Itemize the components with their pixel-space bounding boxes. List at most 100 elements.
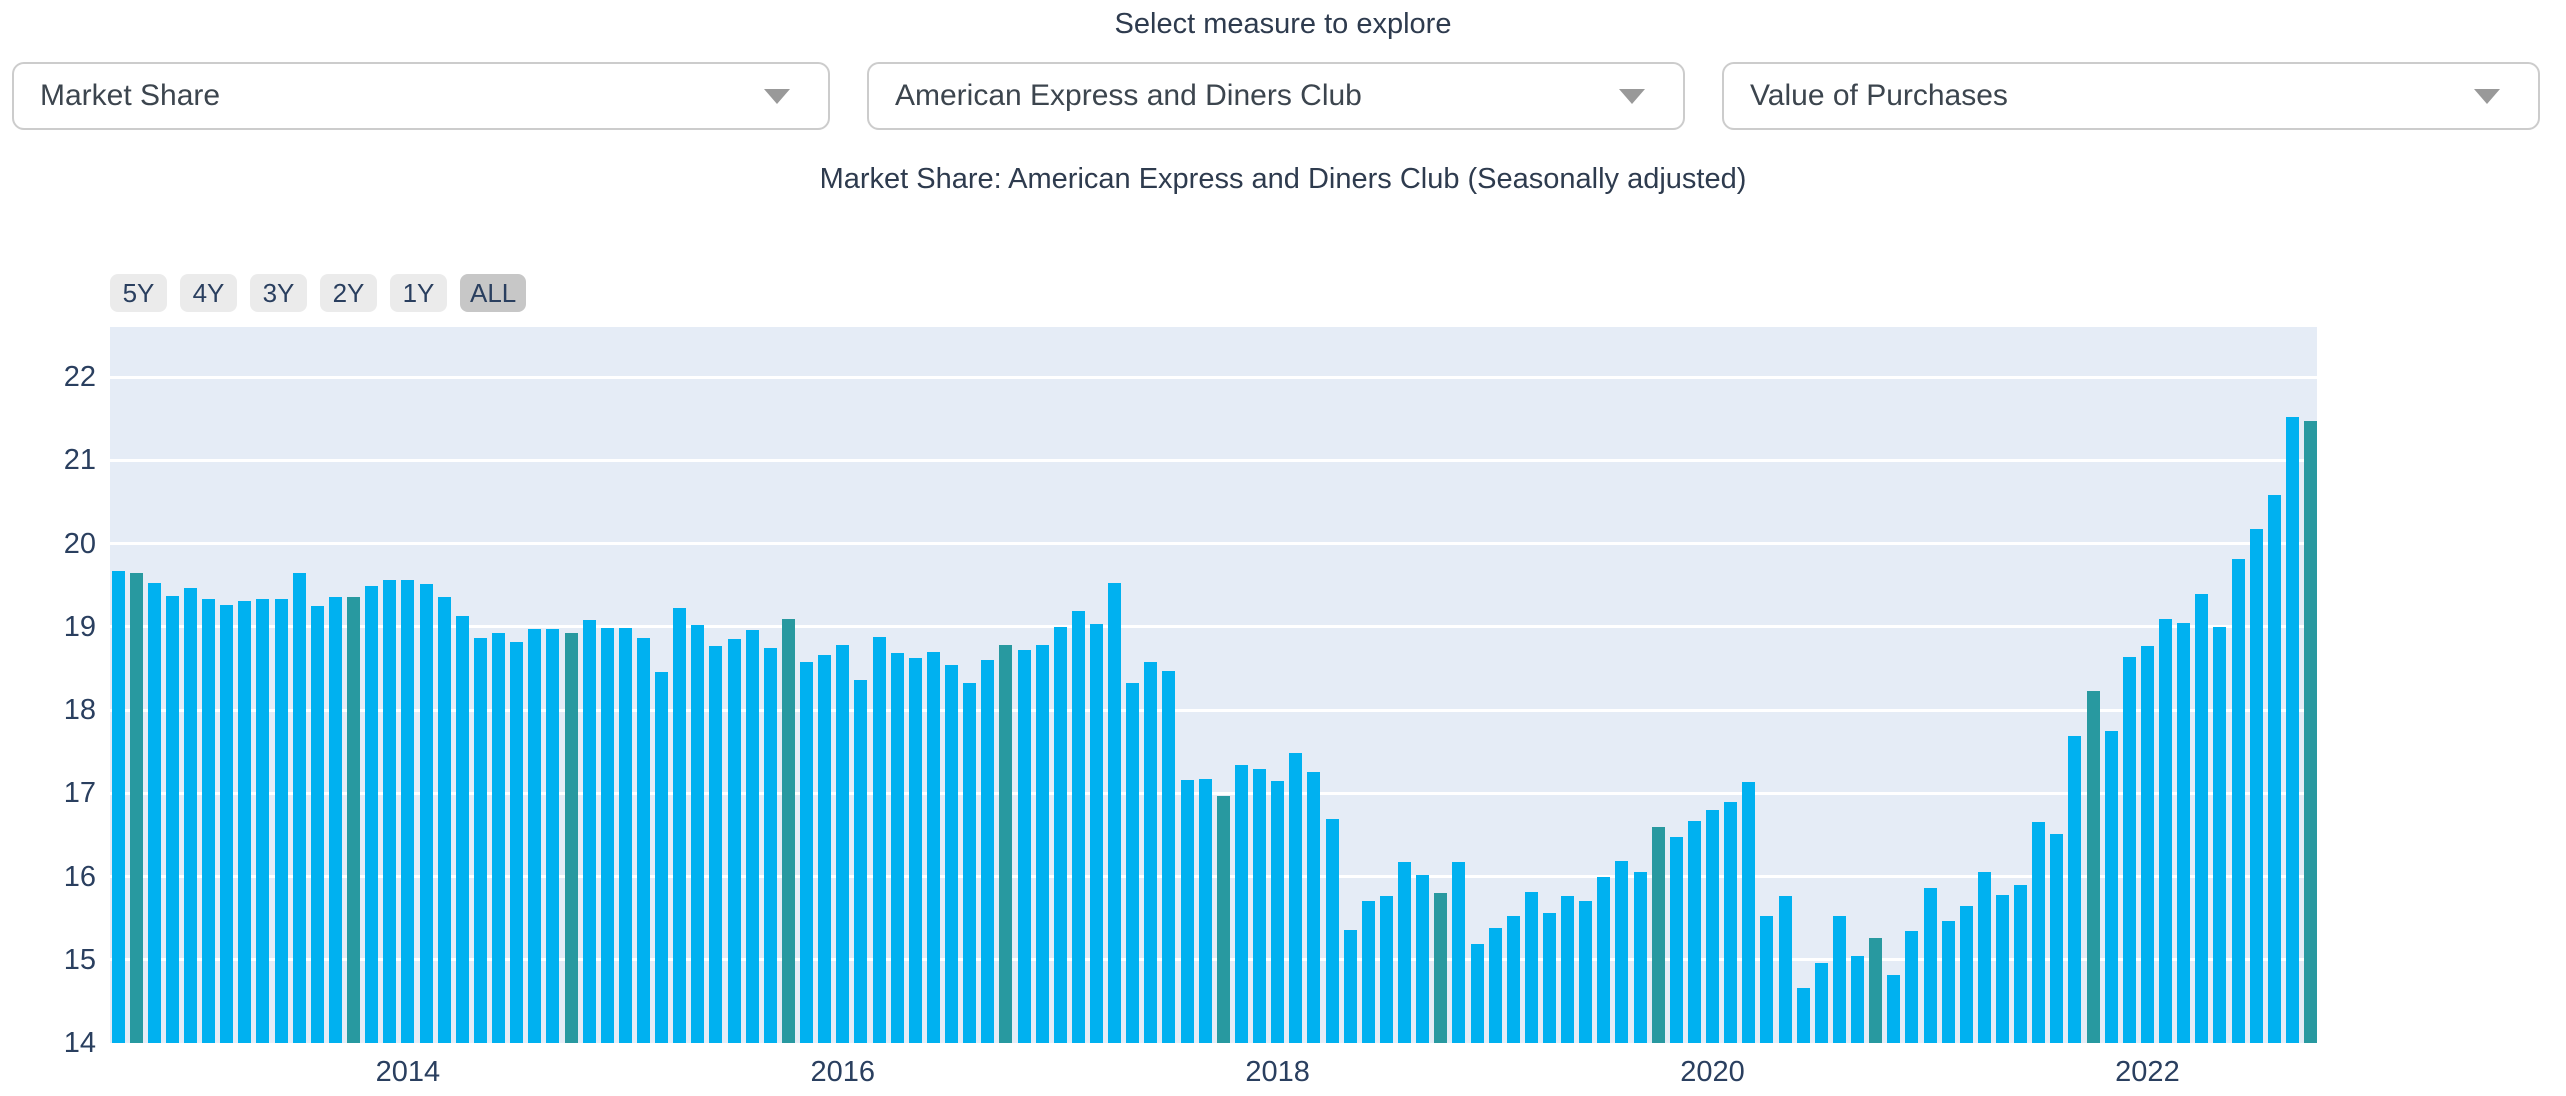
bar[interactable] xyxy=(1959,906,1973,1043)
bar[interactable] xyxy=(401,580,415,1043)
bar[interactable] xyxy=(473,638,487,1043)
bar[interactable] xyxy=(1524,892,1538,1043)
bar[interactable] xyxy=(1851,955,1865,1043)
bar[interactable] xyxy=(1379,895,1393,1043)
bar[interactable] xyxy=(1144,661,1158,1043)
bar[interactable] xyxy=(328,596,342,1043)
bar[interactable] xyxy=(618,628,632,1043)
bar[interactable] xyxy=(1234,764,1248,1043)
bar[interactable] xyxy=(1760,916,1774,1043)
bar[interactable] xyxy=(165,595,179,1043)
bar[interactable] xyxy=(1561,895,1575,1043)
bar[interactable] xyxy=(202,599,216,1043)
bar[interactable] xyxy=(455,615,469,1043)
bar[interactable] xyxy=(1506,915,1520,1043)
bar[interactable] xyxy=(292,573,306,1043)
bar[interactable] xyxy=(492,633,506,1043)
bar[interactable] xyxy=(1796,988,1810,1043)
bar[interactable] xyxy=(2195,594,2209,1043)
bar-highlighted[interactable] xyxy=(564,632,578,1043)
bar-highlighted[interactable] xyxy=(1651,827,1665,1043)
bar[interactable] xyxy=(2249,529,2263,1043)
bar[interactable] xyxy=(963,682,977,1043)
bar[interactable] xyxy=(2159,619,2173,1043)
bar[interactable] xyxy=(872,636,886,1043)
bar-highlighted[interactable] xyxy=(781,619,795,1043)
bar[interactable] xyxy=(600,627,614,1043)
bar[interactable] xyxy=(854,680,868,1043)
bar[interactable] xyxy=(1615,860,1629,1043)
bar[interactable] xyxy=(1597,877,1611,1043)
bar[interactable] xyxy=(1416,874,1430,1043)
bar[interactable] xyxy=(2050,834,2064,1043)
bar[interactable] xyxy=(908,658,922,1043)
bar[interactable] xyxy=(582,620,596,1043)
bar[interactable] xyxy=(709,645,723,1043)
bar[interactable] xyxy=(1253,769,1267,1043)
bar[interactable] xyxy=(238,600,252,1043)
bar[interactable] xyxy=(1035,645,1049,1043)
bar[interactable] xyxy=(1108,583,1122,1043)
bar[interactable] xyxy=(727,639,741,1043)
range-button-3y[interactable]: 3Y xyxy=(250,274,307,312)
bar[interactable] xyxy=(800,661,814,1043)
bar[interactable] xyxy=(1488,928,1502,1043)
bar[interactable] xyxy=(1162,670,1176,1043)
bar[interactable] xyxy=(437,596,451,1043)
range-button-1y[interactable]: 1Y xyxy=(390,274,447,312)
bar[interactable] xyxy=(147,583,161,1043)
bar[interactable] xyxy=(1832,916,1846,1043)
bar[interactable] xyxy=(655,671,669,1043)
bar[interactable] xyxy=(2032,822,2046,1043)
bar[interactable] xyxy=(1470,943,1484,1043)
bar[interactable] xyxy=(1724,801,1738,1043)
bar[interactable] xyxy=(1778,895,1792,1043)
bar[interactable] xyxy=(836,645,850,1043)
bar[interactable] xyxy=(1923,888,1937,1043)
bar-highlighted[interactable] xyxy=(2304,421,2318,1043)
bar[interactable] xyxy=(1017,650,1031,1043)
bar[interactable] xyxy=(1452,862,1466,1043)
bar[interactable] xyxy=(890,653,904,1043)
metric-select[interactable]: Value of Purchases xyxy=(1722,62,2540,130)
bar[interactable] xyxy=(1995,894,2009,1043)
bar-highlighted[interactable] xyxy=(999,645,1013,1043)
bar[interactable] xyxy=(691,625,705,1043)
bar[interactable] xyxy=(1289,753,1303,1043)
bar[interactable] xyxy=(1941,921,1955,1043)
bar[interactable] xyxy=(2140,645,2154,1043)
bar[interactable] xyxy=(1053,626,1067,1043)
bar[interactable] xyxy=(1071,610,1085,1043)
bar[interactable] xyxy=(510,641,524,1043)
bar[interactable] xyxy=(1814,963,1828,1043)
bar[interactable] xyxy=(111,570,125,1043)
bar[interactable] xyxy=(2104,730,2118,1043)
bar[interactable] xyxy=(546,629,560,1043)
range-button-2y[interactable]: 2Y xyxy=(320,274,377,312)
bar-highlighted[interactable] xyxy=(1869,938,1883,1043)
bar[interactable] xyxy=(365,585,379,1043)
bar[interactable] xyxy=(1089,624,1103,1043)
bar[interactable] xyxy=(1633,872,1647,1043)
range-button-all[interactable]: ALL xyxy=(460,274,527,312)
bar[interactable] xyxy=(926,651,940,1043)
bar[interactable] xyxy=(1180,779,1194,1043)
bar[interactable] xyxy=(1198,779,1212,1043)
bar[interactable] xyxy=(1669,837,1683,1043)
bar[interactable] xyxy=(818,655,832,1043)
bar[interactable] xyxy=(1579,901,1593,1043)
bar[interactable] xyxy=(981,660,995,1043)
bar[interactable] xyxy=(1271,780,1285,1043)
bar[interactable] xyxy=(1905,931,1919,1043)
bar[interactable] xyxy=(745,630,759,1043)
bar[interactable] xyxy=(2122,656,2136,1043)
bar-highlighted[interactable] xyxy=(347,596,361,1043)
bar[interactable] xyxy=(1325,819,1339,1043)
bar[interactable] xyxy=(183,587,197,1043)
bar[interactable] xyxy=(256,599,270,1043)
bar[interactable] xyxy=(419,584,433,1043)
bar[interactable] xyxy=(945,665,959,1043)
bar[interactable] xyxy=(1687,820,1701,1043)
bar[interactable] xyxy=(1361,900,1375,1043)
bar[interactable] xyxy=(1343,929,1357,1043)
